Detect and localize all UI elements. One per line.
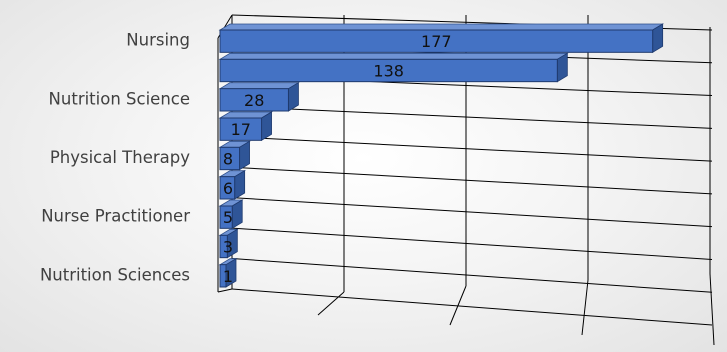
bar-front-face [219, 58, 558, 83]
bar-front-face [219, 29, 654, 53]
gridline-horizontal [231, 105, 713, 129]
bar-4: 8 [218, 140, 251, 171]
bar-3: 17 [218, 111, 273, 142]
bar-7: 3 [218, 228, 239, 259]
bar-front-face [219, 117, 263, 141]
bar-front-face [219, 88, 289, 112]
bar-5: 6 [218, 169, 247, 200]
bar-front-face [219, 205, 233, 229]
bar-value-label: 1 [223, 267, 233, 286]
bar-6: 5 [218, 199, 244, 230]
bar-front-face [219, 176, 236, 200]
category-labels: Nursing Nutrition Science Physical Therapy… [40, 31, 190, 285]
gridline-floor [317, 291, 345, 316]
bar-0: 177 [218, 23, 665, 54]
gridline-horizontal [231, 197, 713, 228]
gridline-horizontal [231, 258, 713, 293]
bar-2: 28 [218, 81, 300, 112]
bar-top-face [218, 23, 665, 31]
gridline-floor [449, 285, 467, 326]
bar-value-label: 5 [223, 208, 233, 227]
bar-value-label: 138 [373, 62, 404, 81]
bar-front-face [219, 264, 227, 288]
bar-top-face [218, 52, 569, 60]
gridline-horizontal [231, 136, 713, 162]
bar-top-face [218, 82, 300, 90]
bar-value-label: 177 [421, 32, 452, 51]
bar-front-face [219, 146, 241, 171]
gridline-horizontal [231, 227, 713, 260]
gridline-horizontal [231, 288, 713, 326]
category-label: Nurse Practitioner [41, 207, 190, 226]
bar-value-label: 6 [223, 179, 233, 198]
bar-value-label: 8 [223, 150, 233, 169]
bar-value-label: 17 [231, 120, 251, 139]
category-label: Nutrition Science [49, 89, 190, 108]
bar-front-face [219, 234, 228, 259]
category-label: Nutrition Sciences [40, 265, 190, 284]
axis-depth-bottom [217, 288, 233, 293]
gridline-floor [709, 273, 715, 346]
bar-value-label: 28 [244, 91, 264, 110]
category-label: Nursing [126, 31, 190, 50]
gridline-floor [581, 279, 589, 336]
bar-1: 138 [218, 52, 569, 83]
bar-value-label: 3 [223, 238, 233, 257]
bars: 177 138 28 17 8 6 5 3 1 [218, 23, 665, 288]
bar-8: 1 [218, 257, 238, 288]
category-label: Physical Therapy [50, 148, 190, 167]
gridline-horizontal [231, 166, 713, 195]
